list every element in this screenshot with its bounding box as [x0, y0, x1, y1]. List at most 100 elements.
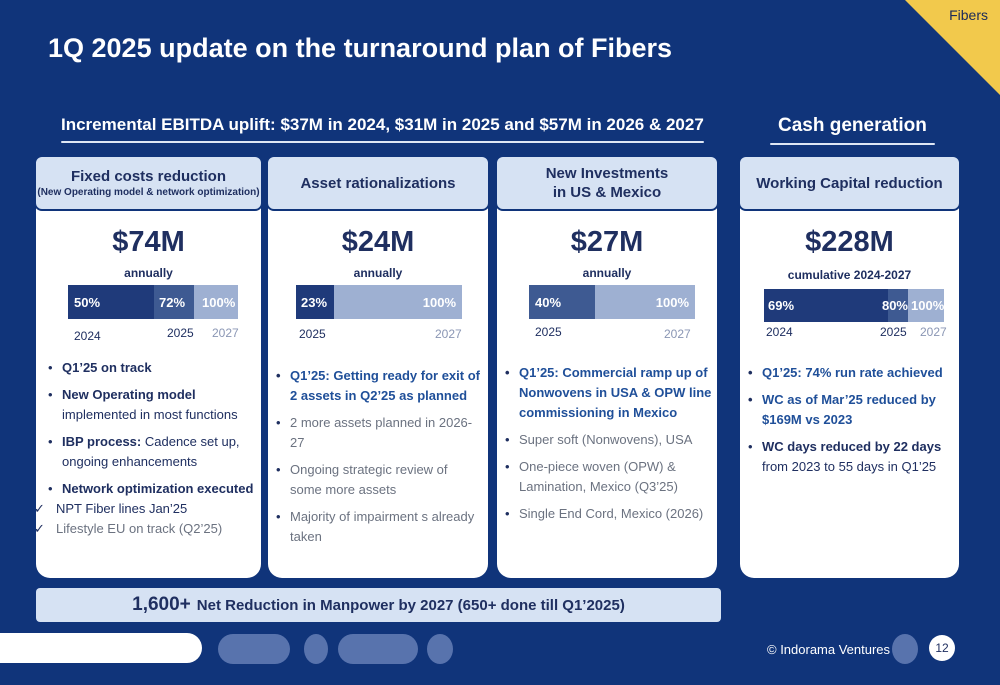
bar-segment-2025: 40% — [529, 285, 595, 319]
bar-segment-2025: 23% — [296, 285, 334, 319]
cash-heading: Cash generation — [770, 115, 935, 145]
bar-segment-2027: 100% — [595, 285, 695, 319]
cash-heading-text: Cash generation — [778, 115, 927, 136]
period-label: annually — [582, 266, 632, 280]
card-heading: Working Capital reduction — [738, 155, 961, 211]
bullet-bold: WC days reduced by 22 days — [762, 439, 942, 454]
list-item: Q1’25: Commercial ramp up of Nonwovens i… — [505, 363, 713, 423]
list-item: Q1’25 on track — [48, 358, 256, 378]
progress-bar: 69% 80% 100% — [764, 289, 944, 322]
amount: $74M — [112, 226, 185, 258]
bullet-text: Single End Cord, Mexico (2026) — [519, 506, 704, 521]
ebitda-underline — [61, 141, 704, 143]
bar-segment-2024: 50% — [68, 285, 154, 319]
bullet-text: Q1’25: Commercial ramp up of Nonwovens i… — [519, 365, 712, 420]
amount: $27M — [570, 226, 644, 258]
bar-segment-2027: 100% — [334, 285, 462, 319]
year-label: 2024 — [766, 325, 793, 339]
bar-segment-2025: 80% — [882, 289, 908, 322]
bullet-text: from 2023 to 55 days in Q1’25 — [762, 459, 937, 474]
bullet-text: implemented in most functions — [62, 407, 238, 422]
banner-number: 1,600+ — [132, 594, 191, 615]
bullet-text: 2 more assets planned in 2026-27 — [290, 415, 473, 450]
cash-underline — [770, 143, 935, 145]
year-label: 2025 — [299, 327, 326, 341]
progress-bar: 40% 100% — [529, 285, 695, 319]
card-title: Asset rationalizations — [300, 174, 456, 192]
card-new-investments: New Investments in US & Mexico $27M annu… — [495, 155, 719, 578]
list-item: Super soft (Nonwovens), USA — [505, 430, 713, 450]
footer-dot — [304, 634, 328, 664]
list-item: Q1’25: Getting ready for exit of 2 asset… — [276, 366, 482, 406]
footer-strip — [0, 633, 202, 663]
period-label: cumulative 2024-2027 — [787, 268, 912, 282]
bar-segment-2027: 100% — [194, 285, 238, 319]
section-tag: Fibers — [949, 7, 988, 23]
card-title: Fixed costs reduction — [70, 168, 227, 185]
bullet-bold: Network optimization executed — [62, 481, 254, 496]
amount: $228M — [805, 226, 894, 258]
bullet-list: Q1’25 on track New Operating model implem… — [34, 358, 256, 539]
progress-bar: 50% 72% 100% — [68, 285, 238, 319]
year-label: 2027 — [920, 325, 947, 339]
period-label: annually — [353, 266, 403, 280]
year-label: 2027 — [212, 326, 239, 340]
bullet-bold: New Operating model — [62, 387, 196, 402]
list-item: WC days reduced by 22 days from 2023 to … — [748, 437, 956, 477]
list-item: One-piece woven (OPW) & Lamination, Mexi… — [505, 457, 713, 497]
year-label: 2027 — [435, 327, 462, 341]
page-title: 1Q 2025 update on the turnaround plan of… — [48, 33, 673, 63]
card-heading: Asset rationalizations — [266, 155, 490, 211]
check-text: Lifestyle EU on track (Q2’25) — [56, 521, 223, 536]
list-item: 2 more assets planned in 2026-27 — [276, 413, 482, 453]
bullet-text: Cadence set up, ongoing enhancements — [62, 434, 240, 469]
card-asset-rationalizations: Asset rationalizations $24M annually 23%… — [266, 155, 490, 578]
footer-pill — [218, 634, 290, 664]
bullet-text: Q1’25: Getting ready for exit of 2 asset… — [290, 368, 480, 403]
card-fixed-costs: Fixed costs reduction (New Operating mod… — [34, 155, 263, 578]
banner-text: Net Reduction in Manpower by 2027 (650+ … — [196, 596, 625, 614]
bullet-text: Ongoing strategic review of some more as… — [290, 462, 448, 497]
amount: $24M — [341, 226, 415, 258]
manpower-banner: 1,600+ Net Reduction in Manpower by 2027… — [36, 588, 721, 622]
bullet-bold: Q1’25 on track — [62, 360, 152, 375]
year-label: 2024 — [74, 329, 101, 343]
bar-segment-2025: 72% — [154, 285, 194, 319]
list-item: IBP process: Cadence set up, ongoing enh… — [48, 432, 256, 472]
check-item: Lifestyle EU on track (Q2’25) — [34, 519, 256, 539]
year-label: 2025 — [535, 325, 562, 339]
bullet-bold: IBP process: — [62, 434, 142, 449]
bullet-text: Q1’25: 74% run rate achieved — [762, 365, 943, 380]
progress-bar: 23% 100% — [296, 285, 462, 319]
list-item: Single End Cord, Mexico (2026) — [505, 504, 713, 524]
card-title-line2: in US & Mexico — [552, 184, 662, 201]
list-item: Majority of impairment s already taken — [276, 507, 482, 547]
year-label: 2025 — [167, 326, 194, 340]
card-title: Working Capital reduction — [756, 174, 943, 192]
page-number: 12 — [929, 635, 955, 661]
bullet-list: Q1’25: 74% run rate achieved WC as of Ma… — [748, 363, 956, 484]
year-label: 2025 — [880, 325, 907, 339]
check-item: NPT Fiber lines Jan’25 — [34, 499, 256, 519]
ebitda-heading: Incremental EBITDA uplift: $37M in 2024,… — [61, 115, 704, 143]
footer-fragment-text: try — [175, 639, 198, 654]
footer-dot — [892, 634, 918, 664]
check-text: NPT Fiber lines Jan’25 — [56, 501, 188, 516]
year-label: 2027 — [664, 327, 691, 341]
card-subtitle: (New Operating model & network optimizat… — [37, 187, 260, 198]
card-title: New Investments — [545, 165, 669, 182]
bullet-text: Majority of impairment s already taken — [290, 509, 475, 544]
bullet-text: Super soft (Nonwovens), USA — [519, 432, 693, 447]
bullet-text: WC as of Mar’25 reduced by $169M vs 2023 — [762, 392, 936, 427]
footer-pill — [338, 634, 418, 664]
bullet-text: One-piece woven (OPW) & Lamination, Mexi… — [519, 459, 678, 494]
bar-segment-2024: 69% — [764, 289, 888, 322]
card-heading: Fixed costs reduction (New Operating mod… — [34, 155, 263, 211]
bullet-list: Q1’25: Commercial ramp up of Nonwovens i… — [505, 363, 713, 531]
list-item: New Operating model implemented in most f… — [48, 385, 256, 425]
period-label: annually — [124, 266, 173, 280]
list-item: Network optimization executed — [48, 479, 256, 499]
corner-triangle — [905, 0, 1000, 95]
ebitda-heading-text: Incremental EBITDA uplift: $37M in 2024,… — [61, 115, 704, 134]
list-item: Q1’25: 74% run rate achieved — [748, 363, 956, 383]
